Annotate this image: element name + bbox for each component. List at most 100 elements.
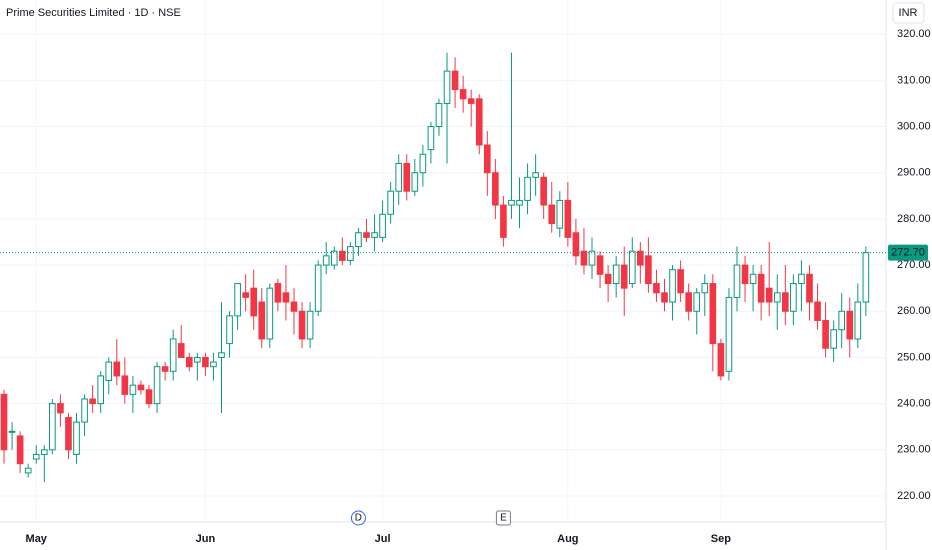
candle-body <box>741 264 749 285</box>
candle-body <box>185 356 193 368</box>
candle-body <box>798 273 805 285</box>
y-tick-label: 230.00 <box>897 444 931 456</box>
candle-body <box>121 375 129 395</box>
candle-body <box>733 264 741 298</box>
candle-body <box>685 292 692 312</box>
candle-body <box>709 283 717 345</box>
candle-body <box>202 356 209 368</box>
candle-body <box>161 366 169 372</box>
candle-body <box>524 176 531 201</box>
y-tick-label: 220.00 <box>897 490 931 502</box>
currency-box[interactable] <box>892 2 925 24</box>
candle-body <box>604 273 612 285</box>
candle-body <box>572 232 580 257</box>
candle-body <box>298 310 306 340</box>
candle-body <box>153 366 161 405</box>
candle-body <box>757 273 765 303</box>
candle-body <box>210 361 217 368</box>
x-tick-label: Jul <box>375 533 391 545</box>
candle-body <box>258 301 266 340</box>
event-label[interactable]: D <box>355 513 362 524</box>
candle-body <box>419 153 427 174</box>
candle-body <box>338 250 346 261</box>
candle-body <box>218 352 225 358</box>
chart-title: Prime Securities Limited · 1D · NSE <box>6 7 181 19</box>
candle-body <box>459 89 467 100</box>
candle-body <box>0 393 8 451</box>
candle-body <box>290 301 298 312</box>
candle-body <box>282 292 290 303</box>
candle-body <box>806 273 813 303</box>
candle-body <box>169 338 177 372</box>
candle-body <box>32 453 40 460</box>
candle-body <box>814 301 821 321</box>
last-price-label: 272.70 <box>891 247 925 259</box>
candle-body <box>242 292 249 298</box>
candle-body <box>8 430 16 433</box>
candle-body <box>532 172 539 178</box>
candle-body <box>492 172 499 206</box>
candle-body <box>661 292 668 303</box>
candle-body <box>105 361 113 382</box>
currency-label[interactable]: INR <box>899 7 918 19</box>
candle-body <box>137 384 145 391</box>
candle-body <box>403 162 411 192</box>
candle-body <box>838 310 846 331</box>
candle-body <box>637 250 644 266</box>
candle-body <box>500 204 507 238</box>
x-tick-label: Sep <box>711 533 731 545</box>
candle-body <box>862 252 870 303</box>
candle-body <box>556 199 564 229</box>
candle-body <box>427 126 435 151</box>
candle-body <box>347 246 354 261</box>
candle-body <box>612 264 620 285</box>
candle-body <box>548 204 556 225</box>
candle-body <box>266 287 274 340</box>
candle-body <box>443 70 451 104</box>
candle-body <box>645 255 652 285</box>
candle-body <box>717 343 725 377</box>
candle-body <box>435 102 443 128</box>
candle-body <box>226 315 233 345</box>
candle-body <box>677 269 684 294</box>
candle-body <box>177 343 185 358</box>
y-tick-label: 270.00 <box>897 259 931 271</box>
event-marker[interactable] <box>495 510 511 526</box>
candle-body <box>508 199 515 206</box>
y-tick-label: 280.00 <box>897 213 931 225</box>
candle-body <box>49 403 56 451</box>
candle-body <box>40 449 48 455</box>
y-tick-label: 240.00 <box>897 398 931 410</box>
x-tick-label: Jun <box>196 533 216 545</box>
candle-body <box>467 98 475 104</box>
candle-body <box>846 310 854 340</box>
event-marker[interactable] <box>350 510 366 526</box>
candle-body <box>371 232 378 238</box>
candle-body <box>620 264 628 289</box>
candle-body <box>89 398 96 405</box>
y-tick-label: 310.00 <box>897 74 931 86</box>
candle-body <box>596 255 604 275</box>
candle-body <box>822 319 829 349</box>
candle-body <box>765 287 773 303</box>
event-label[interactable]: E <box>500 513 507 524</box>
candle-body <box>81 398 88 423</box>
candle-body <box>588 250 596 266</box>
candle-body <box>363 232 370 238</box>
candle-body <box>113 361 121 377</box>
candle-body <box>322 255 330 266</box>
candle-body <box>274 283 282 303</box>
candle-body <box>516 199 523 206</box>
candle-body <box>411 172 419 192</box>
candle-body <box>234 283 241 317</box>
candle-body <box>781 292 789 312</box>
last-price-tag <box>888 244 928 261</box>
candle-body <box>854 301 862 340</box>
y-tick-label: 290.00 <box>897 167 931 179</box>
candle-body <box>145 389 153 405</box>
candle-body <box>475 98 483 146</box>
candle-body <box>451 70 459 91</box>
candle-body <box>669 269 676 303</box>
